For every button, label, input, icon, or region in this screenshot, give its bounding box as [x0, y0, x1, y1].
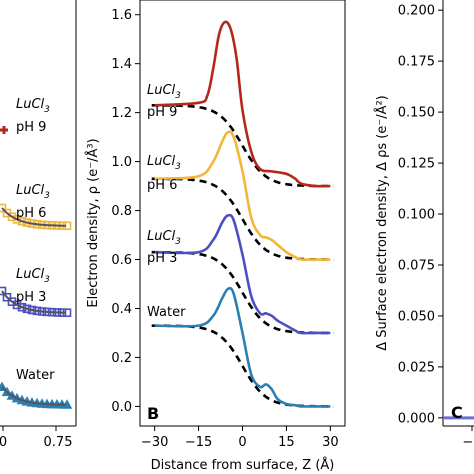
y-tick-label-1: 0.2: [111, 351, 132, 366]
y-tick-label-0: 0.0: [111, 400, 132, 415]
panel-a-annotation-1: LuCl3: [16, 183, 50, 201]
series-annotation-0: Water: [147, 305, 186, 320]
series-annotation-2: LuCl3: [147, 154, 181, 172]
panel-c-y-tick-label-0: 0.000: [398, 411, 435, 426]
panel-a-annotation-3: Water: [16, 368, 55, 383]
panel-a-marker-0: [0, 126, 8, 134]
panel-a-marker-2-3: [12, 300, 22, 310]
panel-a-marker-2-0: [0, 286, 7, 296]
panel-a-marker-1-3: [12, 215, 22, 224]
panel-b: 0.0 0.2 0.4 0.6 0.8 1.0 1.2 1.4 1.6 −30 −15 0 15 30 Di…: [85, 0, 346, 473]
panel-c-y-tick-label-7: 0.175: [398, 55, 435, 70]
fit-curve-3: [151, 104, 334, 188]
panel-c-y-tick-label-6: 0.150: [398, 106, 435, 121]
x-tick-label-0: −30: [141, 435, 168, 450]
series-line-0: [154, 286, 331, 408]
series-annotation-3: LuCl3: [147, 83, 181, 101]
x-tick-label-1: −15: [185, 435, 212, 450]
panel-c-y-tick-label-3: 0.075: [398, 258, 435, 273]
panel-a-fit-1: [1, 207, 66, 227]
panel-a-annotation-ph-2: pH 3: [16, 290, 46, 305]
panel-a-annotation-0: LuCl3: [16, 97, 50, 115]
series-line-3: [154, 20, 331, 188]
panel-a-fit-2: [1, 290, 67, 314]
y-tick-label-4: 0.8: [111, 204, 132, 219]
series-annotation-1: LuCl3: [147, 229, 181, 247]
y-tick-label-7: 1.4: [111, 57, 132, 72]
y-tick-label-6: 1.2: [111, 106, 132, 121]
x-tick-label-3: 15: [278, 435, 295, 450]
y-axis-label: Electron density, ρ (e⁻/Å³): [85, 138, 101, 307]
panel-c-y-tick-label-2: 0.050: [398, 309, 435, 324]
panel-label-c: C: [451, 403, 463, 422]
panel-c-y-tick-label-1: 0.025: [398, 360, 435, 375]
panel-a-annotation-ph-0: pH 9: [16, 120, 46, 135]
panel-a-annotation-ph-1: pH 6: [16, 206, 46, 221]
panel-a-annotation-2: LuCl3: [16, 267, 50, 285]
panel-a-marker-1-0: [0, 203, 7, 213]
panel-a: 0 0.75 LuCl3 pH 9 LuCl3 pH 6 LuCl3 pH 3 Water: [0, 0, 77, 450]
panel-a-marker-2-1: [2, 292, 12, 302]
panel-a-marker-2-4: [17, 302, 27, 312]
panel-c-y-tick-label-8: 0.200: [398, 4, 435, 19]
panel-c-y-tick-label-4: 0.100: [398, 208, 435, 223]
fit-curve-1: [151, 250, 334, 335]
x-axis-label: Distance from surface, Z (Å): [151, 457, 335, 473]
x-tick-label-2: 0: [238, 435, 246, 450]
series-annotation-ph-2: pH 6: [147, 178, 177, 193]
panel-b-frame: [139, 0, 346, 427]
panel-a-x-tick-label-0: 0: [0, 435, 7, 450]
panel-c-y-axis-label: Δ Surface electron density, Δ ρs (e⁻/Å²): [374, 95, 390, 351]
panel-a-marker-1-2: [7, 212, 17, 222]
panel-label-b: B: [147, 404, 159, 423]
series-annotation-ph-1: pH 3: [147, 251, 177, 266]
panel-a-marker-3-0: [0, 381, 8, 391]
fit-curve-2: [151, 177, 334, 261]
series-line-1: [154, 213, 331, 335]
x-tick-label-4: 30: [322, 435, 339, 450]
series-line-2: [154, 130, 331, 261]
panel-a-fit-3: [1, 386, 66, 406]
panel-c-x-tick-label-0: −3: [462, 435, 474, 450]
y-tick-label-5: 1.0: [111, 155, 132, 170]
y-tick-label-8: 1.6: [111, 8, 132, 23]
y-tick-label-3: 0.6: [111, 253, 132, 268]
panel-c-y-tick-label-5: 0.125: [398, 157, 435, 172]
y-tick-label-2: 0.4: [111, 302, 132, 317]
series-annotation-ph-3: pH 9: [147, 105, 177, 120]
panel-a-x-tick-label-1: 0.75: [44, 435, 73, 450]
panel-c: 0.000 0.025 0.050 0.075 0.100 0.125 0.150 0.175…: [374, 0, 474, 450]
